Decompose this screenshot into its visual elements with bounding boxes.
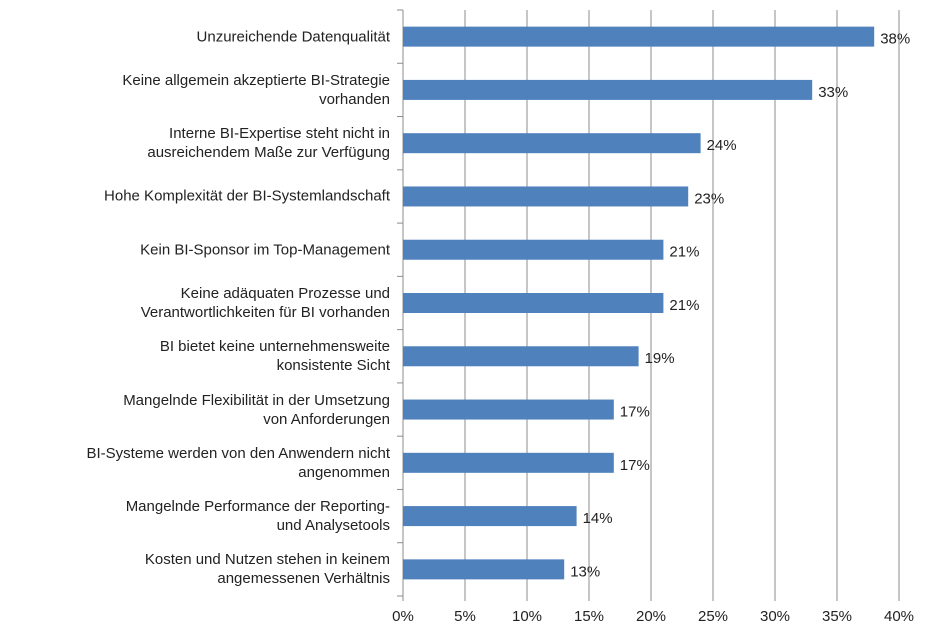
y-tick-label: Mangelnde Performance der Reporting- und…: [125, 498, 390, 535]
y-tick-label: Mangelnde Flexibilität in der Umsetzung …: [123, 391, 390, 428]
bar: [403, 559, 565, 580]
y-tick-label: BI bietet keine unternehmensweite konsis…: [159, 338, 390, 375]
bar: [403, 26, 875, 47]
bar: [403, 506, 577, 527]
y-tick-label: Kosten und Nutzen stehen in keinem angem…: [144, 551, 390, 588]
bar: [403, 133, 701, 154]
y-tick-label: Unzureichende Datenqualität: [196, 28, 390, 46]
x-tick-label: 25%: [698, 608, 728, 625]
x-tick-label: 30%: [760, 608, 790, 625]
y-tick-label: Keine adäquaten Prozesse und Verantwortl…: [140, 285, 390, 321]
value-label: 19%: [645, 350, 675, 367]
x-tick-label: 40%: [884, 608, 914, 625]
bar: [403, 452, 614, 473]
bar: [403, 79, 813, 100]
bar: [403, 239, 664, 260]
bar: [403, 293, 664, 313]
y-tick-label: Hohe Komplexität der BI-Systemlandschaft: [104, 187, 390, 205]
x-tick-label: 0%: [392, 608, 414, 625]
value-label: 21%: [669, 297, 699, 314]
y-tick-label: BI-Systeme werden von den Anwendern nich…: [86, 444, 390, 481]
x-tick-label: 15%: [574, 608, 604, 625]
x-tick-label: 5%: [454, 608, 476, 625]
value-label: 21%: [669, 244, 699, 261]
value-label: 24%: [707, 137, 737, 154]
bar: [403, 399, 614, 420]
value-label: 13%: [570, 563, 600, 580]
x-tick-label: 10%: [512, 608, 542, 625]
value-label: 23%: [694, 190, 724, 207]
value-label: 17%: [620, 404, 650, 421]
bar: [403, 346, 639, 367]
bar: [403, 186, 689, 207]
value-label: 17%: [620, 457, 650, 474]
x-tick-label: 35%: [822, 608, 852, 625]
y-tick-label: Kein BI-Sponsor im Top-Management: [140, 241, 390, 259]
value-label: 33%: [818, 84, 848, 101]
y-tick-label: Keine allgemein akzeptierte BI-Strategie…: [122, 71, 390, 108]
value-label: 38%: [880, 31, 910, 48]
x-tick-label: 20%: [636, 608, 666, 625]
value-label: 14%: [583, 510, 613, 527]
y-tick-label: Interne BI-Expertise steht nicht in ausr…: [147, 125, 390, 162]
